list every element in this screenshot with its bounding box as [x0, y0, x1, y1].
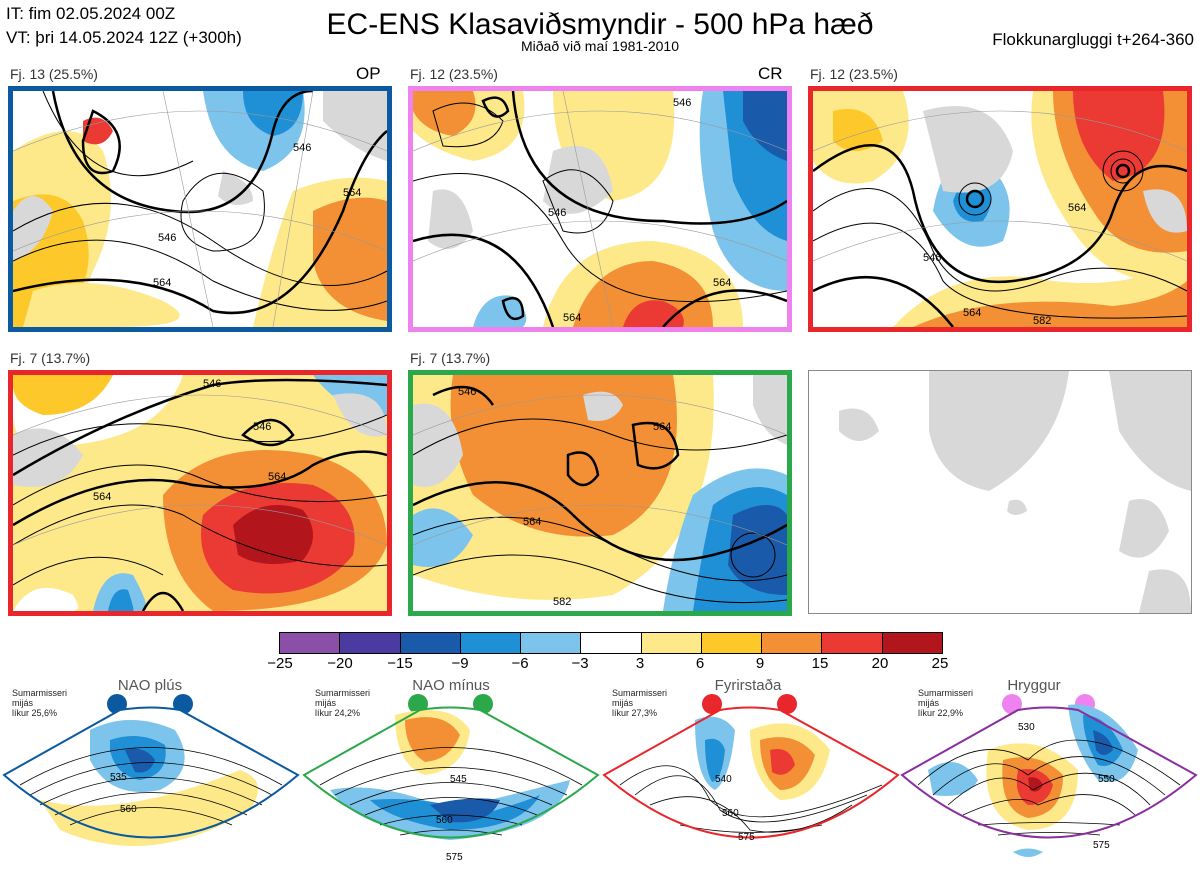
map-graphic: 546 564 564 582: [813, 91, 1187, 327]
contour-label: 546: [458, 386, 476, 398]
colorbar-tick: −6: [511, 655, 529, 672]
contour-label: 560: [722, 808, 739, 819]
colorbar: [279, 632, 943, 654]
issue-time: IT: fim 02.05.2024 00Z: [6, 4, 176, 23]
contour-label: 546: [203, 378, 221, 390]
contour-label: 564: [93, 491, 111, 503]
cluster-map-2: 546 546 564 564: [408, 86, 792, 332]
colorbar-tick: −20: [327, 655, 353, 672]
regime-map-nao-plus: 535 560: [2, 706, 300, 846]
regime-dot: [702, 694, 722, 714]
contour-label: 582: [1033, 315, 1051, 327]
colorbar-segment: [340, 633, 401, 653]
contour-label: 564: [343, 187, 361, 199]
regime-note: Sumarmisseri mijás líkur 25,6%: [12, 688, 68, 718]
regime-title-ridge: Hryggur: [1007, 677, 1061, 694]
regime-title-blocking: Fyrirstaða: [714, 677, 782, 694]
contour-label: 582: [553, 596, 571, 608]
regime-dot: [1002, 694, 1022, 714]
colorbar-segment: [701, 633, 763, 653]
map-graphic: [839, 371, 1191, 613]
map-graphic: 546 546 564 564: [413, 91, 787, 327]
cluster-map-5: 546 564 564 582: [408, 370, 792, 616]
regime-note: Sumarmisseri mijás líkur 24,2%: [315, 688, 371, 718]
contour-label: 546: [253, 421, 271, 433]
contour-label: 575: [446, 852, 463, 863]
valid-time: VT: þri 14.05.2024 12Z (+300h): [6, 28, 242, 47]
colorbar-segment: [280, 633, 341, 653]
contour-label: 575: [1093, 840, 1110, 851]
regime-map-blocking: 540 560 575: [602, 706, 900, 843]
cluster-map-empty: [808, 370, 1192, 614]
colorbar-tick: 15: [811, 655, 829, 672]
colorbar-segment: [822, 633, 883, 653]
cluster-map-3: 546 564 564 582: [808, 86, 1192, 332]
panel-label-2: Fj. 12 (23.5%): [410, 66, 498, 82]
colorbar-tick: −3: [571, 655, 589, 672]
colorbar-tick: 20: [871, 655, 889, 672]
contour-label: 546: [158, 232, 176, 244]
contour-label: 546: [293, 142, 311, 154]
contour-label: 564: [563, 312, 581, 324]
colorbar-segment: [400, 633, 461, 653]
colorbar-segment: [581, 633, 642, 653]
contour-label: 564: [1068, 202, 1086, 214]
contour-label: 546: [673, 97, 691, 109]
map-graphic: 546 546 564 564: [13, 375, 387, 611]
cluster-map-4: 546 546 564 564: [8, 370, 392, 616]
colorbar-tick: −25: [267, 655, 293, 672]
page-title: EC-ENS Klasaviðsmyndir - 500 hPa hæð: [326, 8, 874, 41]
regime-map-nao-minus: 545 560 575: [302, 706, 600, 863]
map-graphic: 546 564 564 582: [413, 375, 787, 611]
regime-map-ridge: 530 550 575: [900, 704, 1198, 857]
regime-title-nao-minus: NAO mínus: [412, 677, 490, 694]
classification-window: Flokkunargluggi t+264-360: [992, 30, 1194, 49]
colorbar-segment: [641, 633, 702, 653]
contour-label: 564: [713, 277, 731, 289]
contour-label: 545: [450, 774, 467, 785]
contour-label: 564: [963, 307, 981, 319]
regime-dot: [777, 694, 797, 714]
colorbar-segment: [521, 633, 582, 653]
colorbar-tick: −15: [387, 655, 413, 672]
contour-label: 546: [548, 207, 566, 219]
contour-label: 564: [523, 516, 541, 528]
panel-label-5: Fj. 7 (13.7%): [410, 350, 491, 366]
contour-label: 564: [653, 421, 671, 433]
map-graphic: 564 546 564 546: [13, 91, 387, 327]
colorbar-tick: 3: [635, 655, 645, 672]
page-subtitle: Miðað við maí 1981-2010: [521, 38, 679, 54]
contour-label: 564: [153, 277, 171, 289]
colorbar-tick: 9: [755, 655, 765, 672]
colorbar-segment: [460, 633, 522, 653]
contour-label: 564: [268, 471, 286, 483]
regime-note: Sumarmisseri mijás líkur 27,3%: [612, 688, 668, 718]
contour-label: 546: [923, 252, 941, 264]
panel-label-3: Fj. 12 (23.5%): [810, 66, 898, 82]
contour-label: 540: [715, 774, 732, 785]
contour-label: 550: [1098, 774, 1115, 785]
panel-label-4: Fj. 7 (13.7%): [10, 350, 91, 366]
colorbar-tick: −9: [451, 655, 469, 672]
colorbar-segment: [762, 633, 823, 653]
panel-tag-op: OP: [356, 64, 381, 83]
colorbar-tick: 25: [931, 655, 949, 672]
contour-label: 560: [436, 815, 453, 826]
contour-label: 575: [738, 832, 755, 843]
colorbar-segment: [882, 633, 942, 653]
cluster-map-1: 564 546 564 546: [8, 86, 392, 332]
panel-tag-cr: CR: [758, 64, 783, 83]
regime-note: Sumarmisseri mijás líkur 22,9%: [918, 688, 974, 718]
panel-label-1: Fj. 13 (25.5%): [10, 66, 98, 82]
regime-title-nao-plus: NAO plús: [117, 677, 183, 694]
contour-label: 535: [110, 772, 127, 783]
contour-label: 560: [120, 804, 137, 815]
colorbar-tick: 6: [695, 655, 705, 672]
contour-label: 530: [1018, 722, 1035, 733]
